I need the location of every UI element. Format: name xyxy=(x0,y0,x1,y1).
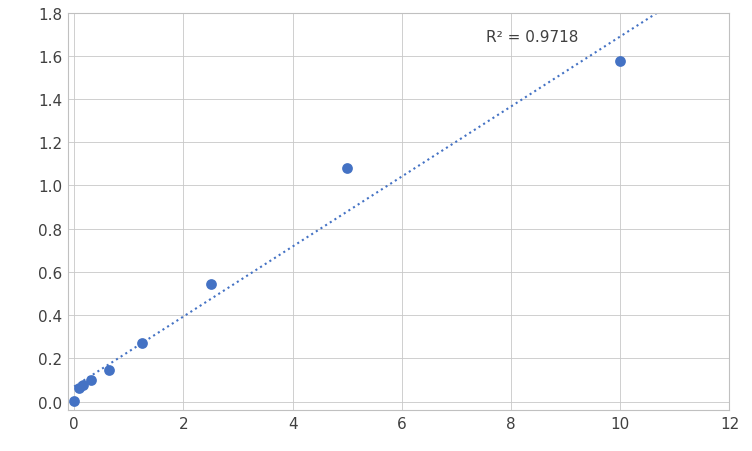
Point xyxy=(73,384,85,391)
Point xyxy=(136,340,148,347)
Point xyxy=(205,281,217,288)
Point xyxy=(68,397,80,405)
Point xyxy=(77,382,89,389)
Point xyxy=(341,165,353,172)
Point xyxy=(102,367,114,374)
Point xyxy=(85,377,97,384)
Point xyxy=(614,59,626,66)
Text: R² = 0.9718: R² = 0.9718 xyxy=(487,30,579,45)
